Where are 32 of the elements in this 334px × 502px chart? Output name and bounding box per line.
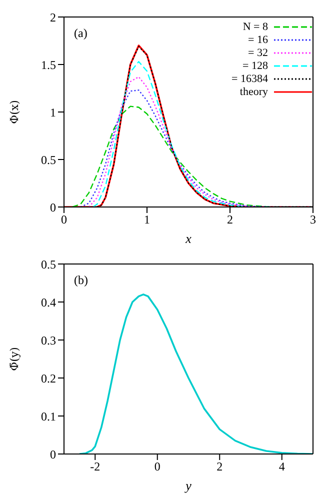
y-tick-label: 1.5 <box>41 58 56 72</box>
legend-label: N = 8 <box>242 20 268 32</box>
x-axis-title: x <box>184 231 192 246</box>
y-tick-label: 0.4 <box>41 295 56 310</box>
line-series <box>78 294 313 454</box>
y-tick-label: 0.5 <box>41 152 56 167</box>
x-tick-label: 4 <box>278 460 285 474</box>
legend-label: = 32 <box>248 46 268 58</box>
x-tick-label: 1 <box>144 212 150 227</box>
y-tick-label: 2 <box>50 10 56 24</box>
legend-label: = 16384 <box>232 72 268 84</box>
annotation: (a) <box>74 26 88 41</box>
annotation: (b) <box>74 273 88 288</box>
legend-label: theory <box>240 86 268 98</box>
legend-label: = 128 <box>242 60 268 72</box>
y-axis-title: Φ(x) <box>8 100 21 124</box>
y-axis-title: Φ̄(y) <box>8 347 21 371</box>
legend-label: = 16 <box>248 34 268 46</box>
x-tick-label: -2 <box>90 460 100 474</box>
x-tick-label: 2 <box>227 212 233 227</box>
y-tick-label: 0.2 <box>41 371 56 386</box>
y-tick-label: 0.3 <box>41 333 56 348</box>
x-axis-title: y <box>184 478 192 493</box>
y-tick-label: 0 <box>50 447 56 462</box>
x-tick-label: 0 <box>61 212 67 227</box>
x-tick-label: 3 <box>310 212 316 227</box>
y-tick-label: 0.5 <box>41 257 56 272</box>
y-tick-label: 1 <box>50 105 56 120</box>
x-tick-label: 0 <box>154 460 160 474</box>
x-tick-label: 2 <box>216 460 223 474</box>
y-tick-label: 0.1 <box>41 409 56 424</box>
y-tick-label: 0 <box>50 200 56 214</box>
